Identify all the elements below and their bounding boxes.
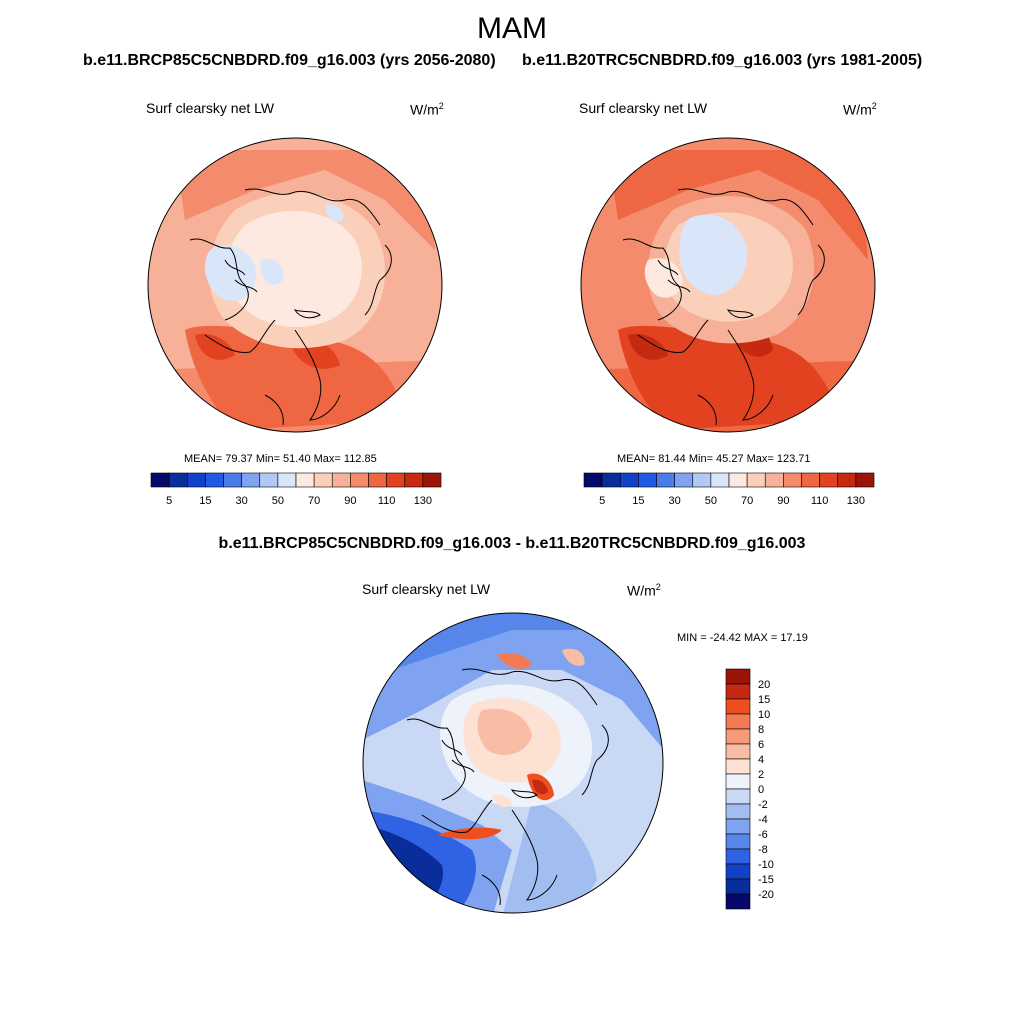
colorbar-swatch xyxy=(725,698,751,715)
colorbar-swatch xyxy=(223,472,242,488)
colorbar-tick-label: 15 xyxy=(632,495,644,507)
colorbar-swatch xyxy=(725,848,751,865)
colorbar-tick-label: 110 xyxy=(811,495,829,507)
colorbar-swatch xyxy=(725,728,751,745)
colorbar-tick-label: 130 xyxy=(847,495,865,507)
colorbar-panel-a: 5 15 30 50 70 90 110 130 xyxy=(150,472,442,507)
colorbar-tick-label: 5 xyxy=(599,495,605,507)
colorbar-tick-label: 30 xyxy=(236,495,248,507)
colorbar-swatch xyxy=(725,863,751,880)
colorbar-swatch xyxy=(725,683,751,700)
colorbar-swatch xyxy=(404,472,424,488)
colorbar-swatch xyxy=(837,472,857,488)
colorbar-tick-label: 2 xyxy=(758,769,764,781)
colorbar-swatch xyxy=(313,472,333,488)
colorbar-swatch xyxy=(277,472,297,488)
colorbar-tick-label: 5 xyxy=(166,495,172,507)
colorbar-tick-label: 15 xyxy=(758,694,770,706)
colorbar-tick-label: 8 xyxy=(758,724,764,736)
colorbar-swatch xyxy=(583,472,603,488)
colorbar-swatch xyxy=(350,472,369,488)
colorbar-tick-label: 110 xyxy=(378,495,396,507)
colorbar-swatch xyxy=(725,713,751,730)
colorbar-swatch xyxy=(168,472,188,488)
colorbar-swatch xyxy=(386,472,406,488)
colorbar-swatch xyxy=(205,472,224,488)
colorbar-tick-label: 10 xyxy=(758,709,770,721)
colorbar-swatch xyxy=(725,668,751,685)
season-title: MAM xyxy=(477,12,547,45)
colorbar-tick-label: 0 xyxy=(758,784,764,796)
colorbar-swatch xyxy=(725,773,751,790)
colorbar-swatch xyxy=(186,472,206,488)
colorbar-tick-label: -20 xyxy=(758,889,774,901)
colorbar-tick-label: -4 xyxy=(758,814,768,826)
colorbar-swatch xyxy=(422,472,442,488)
difference-title: b.e11.BRCP85C5CNBDRD.f09_g16.003 - b.e11… xyxy=(218,535,806,552)
panel-b-units: W/m2 xyxy=(843,101,877,118)
colorbar-swatch xyxy=(725,833,751,850)
colorbar-swatch xyxy=(295,472,315,488)
colorbar-swatch xyxy=(725,743,751,760)
colorbar-swatch xyxy=(725,818,751,835)
colorbar-panel-b: 5 15 30 50 70 90 110 130 xyxy=(583,472,875,507)
case-b-title: b.e11.B20TRC5CNBDRD.f09_g16.003 (yrs 198… xyxy=(522,52,923,69)
colorbar-swatch xyxy=(855,472,875,488)
colorbar-tick-label: 130 xyxy=(414,495,432,507)
map-difference xyxy=(362,612,664,914)
colorbar-tick-label: 50 xyxy=(705,495,717,507)
colorbar-swatch xyxy=(656,472,675,488)
panel-a-stats: MEAN= 79.37 Min= 51.40 Max= 112.85 xyxy=(184,453,377,465)
colorbar-swatch xyxy=(601,472,621,488)
colorbar-swatch xyxy=(150,472,170,488)
colorbar-swatch xyxy=(746,472,766,488)
colorbar-tick-label: 6 xyxy=(758,739,764,751)
colorbar-swatch xyxy=(638,472,657,488)
colorbar-swatch xyxy=(710,472,730,488)
colorbar-tick-label: 70 xyxy=(308,495,320,507)
colorbar-tick-label: 90 xyxy=(777,495,789,507)
colorbar-swatch xyxy=(725,893,751,910)
colorbar-swatch xyxy=(241,472,261,488)
colorbar-swatch xyxy=(819,472,839,488)
colorbar-tick-label: 50 xyxy=(272,495,284,507)
colorbar-swatch xyxy=(801,472,820,488)
colorbar-swatch xyxy=(725,803,751,820)
map-panel-b xyxy=(580,137,876,433)
panel-b-variable-label: Surf clearsky net LW xyxy=(579,100,708,116)
colorbar-tick-label: 15 xyxy=(199,495,211,507)
colorbar-swatch xyxy=(764,472,784,488)
colorbar-swatch xyxy=(783,472,802,488)
panel-a-variable-label: Surf clearsky net LW xyxy=(146,100,275,116)
colorbar-swatch xyxy=(331,472,351,488)
diff-units: W/m2 xyxy=(627,582,661,599)
colorbar-swatch xyxy=(725,758,751,775)
colorbar-swatch xyxy=(725,878,751,895)
diff-variable-label: Surf clearsky net LW xyxy=(362,581,491,597)
colorbar-swatch xyxy=(259,472,279,488)
colorbar-tick-label: 30 xyxy=(669,495,681,507)
colorbar-swatch xyxy=(692,472,712,488)
colorbar-swatch xyxy=(725,788,751,805)
colorbar-swatch xyxy=(619,472,639,488)
panel-a-units: W/m2 xyxy=(410,101,444,118)
colorbar-tick-label: -10 xyxy=(758,859,774,871)
colorbar-tick-label: 20 xyxy=(758,679,770,691)
diff-stats: MIN = -24.42 MAX = 17.19 xyxy=(677,632,808,644)
colorbar-tick-label: -8 xyxy=(758,844,768,856)
case-a-title: b.e11.BRCP85C5CNBDRD.f09_g16.003 (yrs 20… xyxy=(83,52,496,69)
colorbar-tick-label: -15 xyxy=(758,874,774,886)
colorbar-tick-label: -6 xyxy=(758,829,768,841)
colorbar-tick-label: 4 xyxy=(758,754,764,766)
map-panel-a xyxy=(147,137,443,433)
colorbar-swatch xyxy=(674,472,694,488)
colorbar-swatch xyxy=(728,472,748,488)
colorbar-tick-label: 90 xyxy=(344,495,356,507)
colorbar-tick-label: -2 xyxy=(758,799,768,811)
colorbar-tick-label: 70 xyxy=(741,495,753,507)
colorbar-swatch xyxy=(368,472,387,488)
panel-b-stats: MEAN= 81.44 Min= 45.27 Max= 123.71 xyxy=(617,453,811,465)
